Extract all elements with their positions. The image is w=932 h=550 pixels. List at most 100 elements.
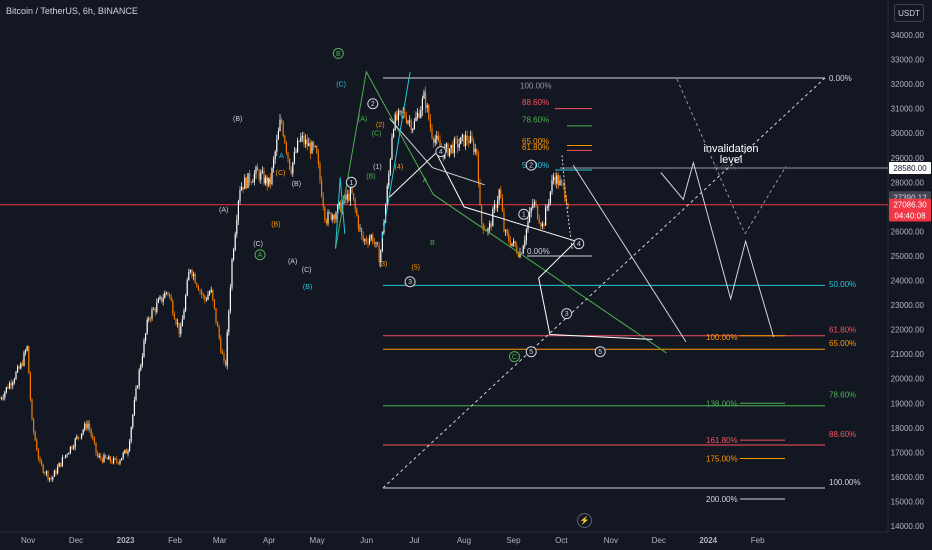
invalidation-label: invalidation: [703, 143, 758, 155]
candle-body: [45, 471, 47, 474]
candle-body: [63, 457, 65, 459]
candle-body: [188, 272, 190, 281]
candle-body: [308, 143, 310, 147]
candle-body: [463, 134, 465, 147]
price-tag-text: 27086.30: [893, 201, 927, 210]
candle-body: [425, 92, 427, 108]
candle-body: [385, 204, 387, 223]
candle-body: [191, 269, 193, 276]
candle-body: [460, 137, 462, 145]
time-tick-label: Oct: [555, 536, 568, 545]
candle-body: [429, 119, 431, 129]
candle-body: [167, 292, 169, 294]
candle-body: [189, 269, 191, 273]
candle-body: [100, 455, 102, 459]
candle-body: [202, 294, 204, 296]
candle-body: [98, 455, 100, 457]
candle-body: [354, 199, 356, 209]
candle-body: [20, 363, 22, 369]
candle-body: [151, 309, 153, 319]
candle-body: [492, 209, 494, 227]
candle-body: [484, 229, 486, 231]
fib-top-label: 100.00%: [520, 81, 552, 90]
candle-body: [522, 246, 524, 254]
candle-body: [473, 141, 475, 153]
candle-body: [194, 274, 196, 284]
currency-button[interactable]: USDT: [894, 4, 924, 22]
candle-body: [330, 212, 332, 220]
candle-body: [201, 290, 203, 295]
fibonacci-levels: 0.00%50.00%61.80%65.00%78.60%88.60%100.0…: [0, 74, 888, 504]
candle-body: [57, 467, 59, 474]
candle-body: [394, 114, 396, 130]
wave-circle-label: 4: [439, 149, 443, 156]
candle-body: [23, 352, 25, 366]
fib-right-label: 88.60%: [829, 430, 856, 439]
wave-circle: [508, 351, 520, 363]
candle-body: [300, 136, 302, 142]
candle-body: [348, 193, 350, 201]
candle-body: [130, 427, 132, 441]
candle-body: [260, 172, 262, 180]
candle-body: [521, 252, 523, 254]
candle-body: [474, 148, 476, 153]
price-tag: [889, 162, 931, 175]
time-tick-label: Nov: [604, 536, 618, 545]
price-tag-text: 28580.00: [893, 164, 927, 173]
candle-body: [380, 250, 382, 263]
candle-body: [111, 461, 113, 464]
candle-body: [481, 205, 483, 224]
time-tick-label: Apr: [263, 536, 276, 545]
candle-body: [217, 322, 219, 327]
candle-body: [185, 295, 187, 311]
candle-body: [535, 202, 537, 206]
candle-body: [298, 140, 300, 142]
candle-body: [65, 454, 67, 458]
candle-body: [479, 182, 481, 206]
price-tick-label: 19000.00: [891, 399, 925, 408]
candle-body: [170, 296, 172, 301]
time-axis[interactable]: Nov Dec 2023 Feb Mar Apr May Jun Jul Aug Sep Oct Nov…: [0, 531, 888, 545]
chart-title: Bitcoin / TetherUS, 6h, BINANCE: [6, 6, 138, 16]
candle-body: [381, 231, 383, 251]
candle-body: [423, 92, 425, 99]
wave-label: (A): [288, 258, 297, 265]
wave-label: A: [423, 177, 428, 184]
candle-body: [532, 203, 534, 209]
price-tick-label: 17000.00: [891, 448, 925, 457]
candle-body: [415, 116, 417, 122]
price-tick-label: 28000.00: [891, 178, 925, 187]
fib-right-label: 50.00%: [829, 280, 856, 289]
candle-body: [116, 459, 118, 463]
wave-label: (5): [411, 264, 420, 271]
candle-body: [31, 399, 33, 420]
candle-body: [137, 385, 139, 389]
candle-body: [541, 223, 543, 227]
candle-body: [228, 310, 230, 333]
candle-body: [503, 211, 505, 232]
wave-label: (4): [395, 164, 404, 171]
candle-body: [103, 454, 105, 463]
candle-body: [69, 446, 71, 453]
fib-mid-label: 100.00%: [706, 333, 738, 342]
lightning-icon[interactable]: ⚡: [577, 513, 592, 528]
candle-body: [345, 196, 347, 200]
price-tick-label: 30000.00: [891, 129, 925, 138]
candle-body: [146, 319, 148, 334]
wave-circle: [561, 308, 573, 320]
candle-body: [311, 142, 313, 154]
candle-body: [501, 197, 503, 212]
candle-body: [292, 162, 294, 174]
candle-body: [417, 112, 419, 117]
candle-body: [388, 173, 390, 186]
candle-body: [33, 419, 35, 432]
candle-body: [449, 148, 451, 156]
candle-body: [391, 136, 393, 160]
candle-body: [178, 322, 180, 334]
candle-body: [77, 436, 79, 438]
candle-body: [466, 135, 468, 141]
candle-body: [277, 130, 279, 140]
candle-body: [437, 135, 439, 141]
candle-body: [357, 215, 359, 229]
